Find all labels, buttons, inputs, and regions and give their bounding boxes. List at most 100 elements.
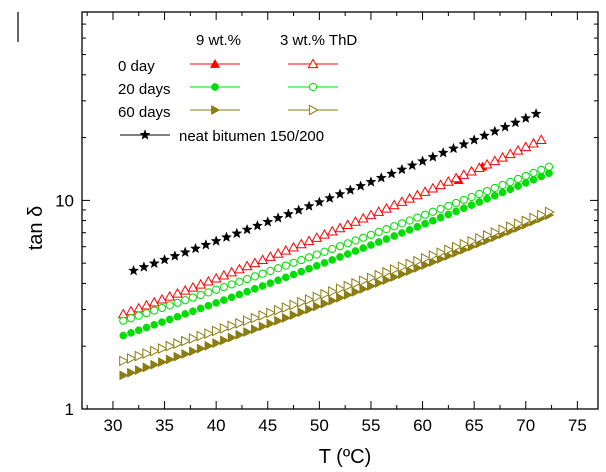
x-tick-labels: 30 35 40 45 50 55 60 65 70 75 [103,416,586,435]
data-point [528,137,539,148]
data-point [436,247,447,259]
data-point [249,257,261,268]
data-point [320,247,329,256]
data-point [141,299,152,310]
data-point [142,323,151,332]
data-point [243,287,251,296]
data-point [196,290,205,300]
data-point [196,304,205,313]
data-point [297,267,306,276]
data-point [157,343,168,355]
data-point [204,288,213,297]
data-point [373,206,385,216]
legend-marker [307,58,319,69]
data-point [133,302,145,313]
series-1 [117,134,547,319]
data-point [448,142,460,154]
data-point [475,198,484,206]
data-point [535,134,547,144]
data-point [473,162,485,172]
data-point [272,248,284,258]
data-point [274,315,284,326]
data-point [427,151,439,162]
data-point [513,218,524,230]
data-point [498,224,509,236]
data-point [187,281,199,292]
data-point [390,222,399,231]
data-point [266,279,275,287]
data-point [204,328,215,339]
data-point [257,254,269,265]
legend-label-20-days: 20 days [118,81,171,98]
data-point [355,180,367,191]
data-point [156,293,168,304]
data-point [444,201,453,211]
data-point [334,222,346,233]
data-point [481,158,493,169]
data-point [375,172,387,183]
data-point [366,230,376,239]
data-point [195,278,207,289]
data-point [380,202,392,213]
data-point [390,264,401,276]
data-point [397,219,407,228]
x-tick-label: 60 [413,416,432,435]
x-tick-label: 30 [103,416,122,435]
data-point [289,258,298,267]
data-point [251,324,261,335]
data-point [173,351,183,362]
legend: 9 wt.% 3 wt.% ThD 0 day 20 days 60 days … [118,32,357,145]
data-point [273,304,284,316]
data-point [189,307,197,316]
data-point [386,168,398,179]
data-point [251,284,259,293]
data-point [134,350,145,362]
data-point [475,232,486,244]
data-point [512,144,524,155]
data-point [179,284,191,295]
data-point [274,276,282,285]
y-tick-label: 1 [65,400,74,419]
data-point [282,208,294,219]
data-point [165,354,176,365]
data-point [459,238,470,250]
legend-marker [211,104,221,116]
data-point [138,261,150,272]
data-point [405,258,416,270]
data-point [235,329,245,340]
data-point [413,213,422,222]
legend-label-60-days: 60 days [118,104,171,121]
data-point [204,340,214,351]
data-point [304,253,314,262]
data-point [489,125,501,137]
data-point [219,322,230,334]
data-point [295,238,307,249]
data-point [328,256,337,264]
data-point [119,331,128,340]
data-point [504,148,516,159]
data-point [173,338,184,350]
data-point [266,307,277,319]
data-point [134,326,143,335]
data-point [303,200,315,211]
data-point [529,212,540,224]
data-point [374,269,385,281]
y-axis-title: tan δ [25,206,47,251]
legend-marker [209,58,221,68]
data-point [335,283,346,295]
data-point [483,194,491,203]
data-point [281,312,292,323]
data-point [367,280,377,292]
data-point [297,296,308,308]
data-point [262,216,274,227]
data-point [235,290,244,299]
data-point [490,227,501,239]
data-point [421,260,431,271]
data-point [128,264,140,276]
data-point [521,215,532,227]
data-point [258,321,268,332]
data-point [250,272,259,281]
data-point [119,355,130,367]
data-point [312,291,323,303]
legend-marker [308,82,318,92]
